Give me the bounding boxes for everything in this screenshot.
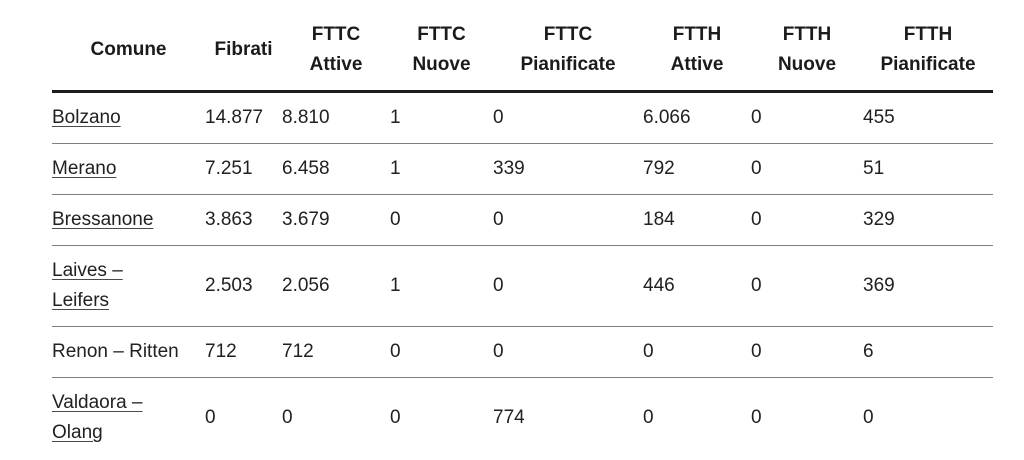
cell-ftth-pianificate: 455	[863, 91, 993, 144]
cell-comune: Valdaora – Olang	[52, 378, 205, 459]
cell-fttc-attive: 3.679	[282, 194, 390, 246]
table-row-valdaora: Valdaora – Olang 0 0 0 774 0 0 0	[52, 378, 993, 459]
cell-comune: Bressanone	[52, 194, 205, 246]
cell-ftth-nuove: 0	[751, 143, 863, 195]
cell-ftth-attive: 184	[643, 194, 751, 246]
table-row-laives: Laives – Leifers 2.503 2.056 1 0 446 0 3…	[52, 245, 993, 327]
cell-fttc-nuove: 1	[390, 245, 493, 327]
cell-ftth-attive: 446	[643, 245, 751, 327]
cell-ftth-nuove: 0	[751, 326, 863, 378]
cell-fttc-pianificate: 0	[493, 245, 643, 327]
cell-fttc-pianificate: 0	[493, 326, 643, 378]
cell-fttc-attive: 8.810	[282, 91, 390, 144]
comune-link-valdaora[interactable]: Valdaora – Olang	[52, 392, 143, 443]
table-row-bolzano: Bolzano 14.877 8.810 1 0 6.066 0 455	[52, 91, 993, 144]
cell-ftth-attive: 792	[643, 143, 751, 195]
cell-ftth-attive: 6.066	[643, 91, 751, 144]
table-row-bressanone: Bressanone 3.863 3.679 0 0 184 0 329	[52, 194, 993, 246]
cell-ftth-pianificate: 0	[863, 407, 874, 428]
cell-ftth-pianificate: 329	[863, 194, 993, 246]
cell-comune: Laives – Leifers	[52, 245, 205, 327]
column-header-fttc-pianificate: FTTC Pianificate	[493, 12, 643, 93]
cell-ftth-nuove: 0	[751, 245, 863, 327]
cell-fttc-attive: 2.056	[282, 245, 390, 327]
header-row: Comune Fibrati FTTC Attive FTTC Nuove FT…	[52, 12, 993, 93]
cell-fttc-pianificate: 0	[493, 91, 643, 144]
cell-fibrati: 7.251	[205, 143, 282, 195]
column-header-ftth-attive: FTTH Attive	[643, 12, 751, 93]
comune-link-merano[interactable]: Merano	[52, 158, 117, 179]
table-row-merano: Merano 7.251 6.458 1 339 792 0 51	[52, 143, 993, 195]
fiber-coverage-table: Comune Fibrati FTTC Attive FTTC Nuove FT…	[52, 12, 993, 458]
cell-ftth-nuove: 0	[751, 407, 762, 428]
cell-ftth-pianificate: 6	[863, 326, 993, 378]
column-header-ftth-pianificate: FTTH Pianificate	[863, 12, 993, 93]
cell-fttc-nuove: 1	[390, 143, 493, 195]
comune-link-bolzano[interactable]: Bolzano	[52, 107, 121, 128]
cell-fttc-nuove: 0	[390, 326, 493, 378]
cell-fttc-pianificate: 339	[493, 143, 643, 195]
cell-ftth-attive: 0	[643, 407, 654, 428]
cell-fibrati: 14.877	[205, 91, 282, 144]
cell-fttc-attive: 0	[282, 407, 293, 428]
cell-ftth-pianificate: 369	[863, 245, 993, 327]
cell-ftth-nuove: 0	[751, 194, 863, 246]
comune-link-laives[interactable]: Laives – Leifers	[52, 260, 123, 311]
cell-comune: Renon – Ritten	[52, 326, 205, 378]
cell-fttc-pianificate: 0	[493, 194, 643, 246]
cell-comune: Merano	[52, 143, 205, 195]
cell-fibrati: 3.863	[205, 194, 282, 246]
cell-fttc-nuove: 0	[390, 407, 401, 428]
comune-text-renon: Renon – Ritten	[52, 341, 179, 362]
cell-ftth-nuove: 0	[751, 91, 863, 144]
column-header-fttc-nuove: FTTC Nuove	[390, 12, 493, 93]
cell-fttc-attive: 712	[282, 326, 390, 378]
comune-link-bressanone[interactable]: Bressanone	[52, 209, 154, 230]
cell-ftth-attive: 0	[643, 326, 751, 378]
cell-fibrati: 712	[205, 326, 282, 378]
column-header-ftth-nuove: FTTH Nuove	[751, 12, 863, 93]
cell-fttc-nuove: 1	[390, 91, 493, 144]
cell-fibrati: 0	[205, 407, 216, 428]
cell-fttc-pianificate: 774	[493, 407, 525, 428]
cell-fttc-attive: 6.458	[282, 143, 390, 195]
cell-ftth-pianificate: 51	[863, 143, 993, 195]
column-header-comune: Comune	[52, 12, 205, 93]
table-row-renon: Renon – Ritten 712 712 0 0 0 0 6	[52, 326, 993, 378]
cell-comune: Bolzano	[52, 91, 205, 144]
column-header-fibrati: Fibrati	[205, 12, 282, 93]
column-header-fttc-attive: FTTC Attive	[282, 12, 390, 93]
cell-fibrati: 2.503	[205, 245, 282, 327]
cell-fttc-nuove: 0	[390, 194, 493, 246]
